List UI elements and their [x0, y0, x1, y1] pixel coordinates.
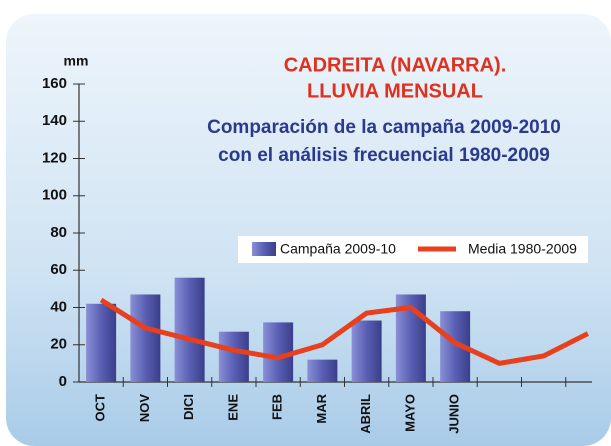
x-tick-label: ENE: [225, 394, 240, 421]
legend-swatch: [252, 242, 276, 256]
bar: [263, 322, 294, 382]
line: [99, 297, 590, 366]
y-tick-label: 80: [50, 224, 67, 241]
y-tick-label: 60: [50, 261, 67, 278]
y-tick-label: 100: [42, 187, 67, 204]
bar: [218, 331, 249, 382]
bar: [307, 359, 338, 382]
y-axis-label: mm: [64, 53, 89, 69]
y-tick-label: 0: [59, 373, 67, 390]
y-tick-label: 120: [42, 149, 67, 166]
chart-title: CADREITA (NAVARRA).: [284, 54, 507, 76]
legend-label: Media 1980-2009: [468, 241, 577, 257]
bar: [174, 277, 205, 382]
x-tick-label: NOV: [137, 394, 152, 423]
legend-box: [238, 236, 588, 263]
y-tick-label: 140: [42, 112, 67, 129]
x-tick-label: FEB: [270, 394, 285, 420]
chart-subtitle: con el análisis frecuencial 1980-2009: [218, 145, 550, 166]
legend-label: Campaña 2009-10: [280, 241, 396, 257]
y-tick-label: 40: [50, 298, 67, 315]
x-tick-label: DICI: [181, 394, 196, 420]
x-tick-label: MAR: [314, 393, 329, 423]
y-tick-label: 20: [50, 336, 67, 353]
x-tick-label: ABRIL: [358, 394, 373, 434]
bar: [351, 320, 382, 382]
x-tick-label: OCT: [93, 394, 108, 422]
bar: [130, 294, 161, 382]
chart-subtitle: Comparación de la campaña 2009-2010: [207, 117, 561, 138]
x-tick-label: JUNIO: [447, 394, 462, 434]
bar: [86, 303, 117, 382]
chart-title: LLUVIA MENSUAL: [307, 80, 483, 102]
y-tick-label: 160: [42, 75, 67, 92]
x-tick-label: MAYO: [402, 394, 417, 432]
